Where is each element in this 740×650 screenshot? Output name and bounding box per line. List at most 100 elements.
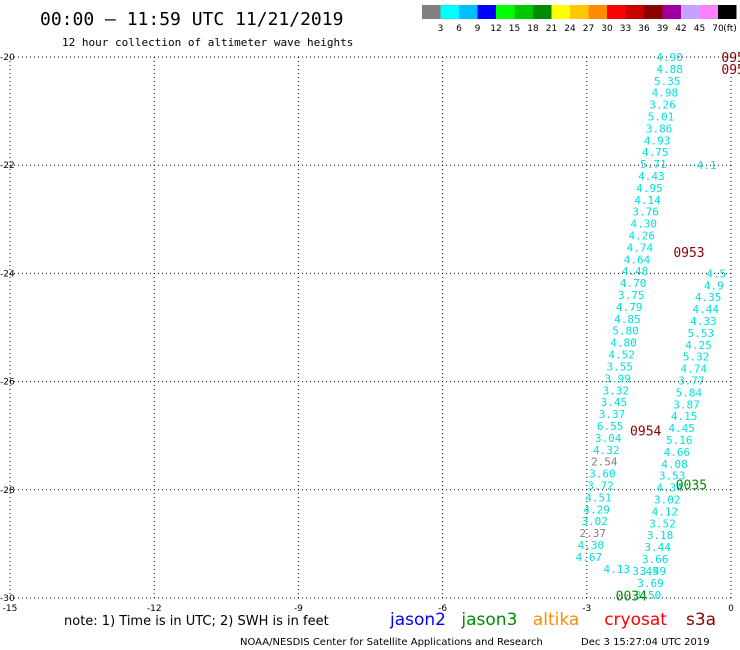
y-tick-label: -30 — [0, 594, 15, 604]
wave-height-value: 3.76 — [632, 206, 659, 219]
legend-item-jason3: jason3 — [460, 610, 517, 630]
pass-time-label: 095 — [721, 51, 740, 66]
colorbar-swatch — [718, 5, 737, 19]
colorbar-label: 21 — [546, 24, 557, 34]
legend-item-altika: altika — [533, 610, 580, 630]
wave-height-value: 4.35 — [695, 291, 722, 304]
wave-height-value: 4.30 — [630, 218, 657, 231]
wave-height-value: 3.75 — [618, 289, 645, 302]
wave-height-value: 3.69 — [637, 577, 664, 590]
colorbar-swatch — [625, 5, 644, 19]
colorbar-label: 27 — [583, 24, 594, 34]
satellite-legend: jason2 jason3 altika cryosat s3a — [389, 610, 716, 630]
wave-height-value: 4.43 — [638, 170, 665, 183]
wave-height-value: 4.74 — [627, 241, 654, 254]
legend-item-jason2: jason2 — [389, 610, 446, 630]
wave-height-value: 4.45 — [668, 422, 695, 435]
y-tick-label: -20 — [0, 53, 15, 63]
colorbar-label: 30 — [601, 24, 613, 34]
colorbar-swatch — [662, 5, 681, 19]
wave-height-value: 4.74 — [680, 363, 707, 376]
wave-height-value: 4.80 — [610, 337, 637, 350]
wave-height-value: 3.87 — [673, 398, 700, 411]
x-tick-label: -15 — [3, 604, 18, 614]
wave-height-value: 3.77 — [678, 375, 705, 388]
colorbar-label: 12 — [490, 24, 501, 34]
wave-height-value: 4.51 — [585, 491, 612, 504]
pass-time-label: 0954 — [630, 424, 661, 439]
wave-height-value: 5.16 — [666, 434, 693, 447]
legend-item-cryosat: cryosat — [604, 610, 667, 630]
colorbar-label: 6 — [456, 24, 462, 34]
colorbar-label: 9 — [475, 24, 481, 34]
colorbar-swatch — [422, 5, 441, 19]
colorbar-swatch — [570, 5, 589, 19]
colorbar-label: 36 — [638, 24, 650, 34]
wave-height-value: 3.60 — [589, 468, 616, 481]
wave-height-value: 3.44 — [644, 541, 671, 554]
y-tick-label: -22 — [0, 161, 15, 171]
wave-height-value: 3.37 — [599, 408, 626, 421]
wave-height-points: 4.904.885.354.983.265.013.864.934.755.71… — [576, 51, 727, 602]
wave-height-value: 4.5 — [706, 267, 726, 280]
colorbar-swatch — [514, 5, 533, 19]
wave-height-value: 4.64 — [624, 253, 651, 266]
pass-time-label: 0035 — [676, 478, 707, 493]
colorbar-legend: 3 6 9 12 15 18 21 24 27 30 33 36 39 42 45 70 (ft) — [422, 5, 737, 34]
wave-height-value: 2.54 — [591, 456, 618, 469]
wave-height-value: 4.29 — [583, 503, 610, 516]
wave-height-value: 3.53 — [659, 470, 686, 483]
wave-height-value: 5.32 — [683, 351, 710, 364]
legend-item-s3a: s3a — [686, 610, 716, 630]
wave-height-value: 4.15 — [671, 410, 698, 423]
colorbar-label: 3 — [438, 24, 444, 34]
wave-height-value: 5.35 — [654, 75, 681, 88]
wave-height-value: 4.48 — [622, 265, 649, 278]
wave-height-value: 4.13 — [604, 563, 631, 576]
wave-height-value: 4.79 — [616, 301, 643, 314]
colorbar-label: 24 — [564, 24, 576, 34]
colorbar-swatch — [477, 5, 496, 19]
footer-timestamp: Dec 3 15:27:04 UTC 2019 — [581, 637, 710, 648]
x-tick-label: -3 — [582, 604, 591, 614]
wave-height-value: 5.71 — [640, 158, 667, 171]
pass-time-label: 0953 — [673, 246, 704, 261]
colorbar-label: 45 — [694, 24, 705, 34]
colorbar-swatch — [496, 5, 515, 19]
wave-height-value: 5.53 — [688, 327, 715, 340]
colorbar-label: 33 — [620, 24, 631, 34]
wave-height-value: 3.72 — [587, 479, 614, 492]
wave-height-value: 3.86 — [646, 122, 673, 135]
wave-height-value: 4.75 — [642, 146, 669, 159]
plot-axes: -20-22-24-26-28-30-15 -12 -9 -6 -3 0 — [0, 53, 734, 614]
colorbar-swatch — [607, 5, 626, 19]
colorbar-swatch — [533, 5, 552, 19]
wave-height-value: 5.80 — [612, 325, 639, 338]
footer-note: note: 1) Time is in UTC; 2) SWH is in fe… — [64, 614, 329, 629]
x-tick-label: -6 — [438, 604, 447, 614]
wave-height-value: 4.26 — [629, 230, 656, 243]
wave-height-value: 4.14 — [634, 194, 661, 207]
y-tick-label: -28 — [0, 486, 15, 496]
wave-height-value: 4.32 — [593, 444, 620, 457]
colorbar-swatch — [681, 5, 700, 19]
colorbar-swatch — [699, 5, 718, 19]
colorbar-swatch — [644, 5, 663, 19]
wave-height-value: 3.50 — [635, 589, 662, 602]
wave-height-value: 3.45 — [601, 396, 628, 409]
wave-height-value: 4.52 — [608, 349, 635, 362]
wave-height-value: 6.55 — [597, 420, 624, 433]
wave-height-value: 3.45 — [632, 565, 659, 578]
wave-height-value: 3.32 — [603, 384, 630, 397]
wave-height-value: 4.90 — [656, 51, 683, 64]
colorbar-unit: (ft) — [723, 24, 737, 34]
chart-subtitle: 12 hour collection of altimeter wave hei… — [62, 36, 353, 49]
wave-height-value: 4.34 — [656, 482, 683, 495]
wave-height-value: 3.02 — [654, 494, 681, 507]
wave-height-value: 4.30 — [578, 539, 605, 552]
wave-height-value: 2.37 — [580, 527, 607, 540]
pass-time-labels: 095095 0953 0954 0035 0034 — [616, 51, 740, 604]
wave-height-value: 3.52 — [649, 517, 676, 530]
colorbar-swatch — [440, 5, 459, 19]
